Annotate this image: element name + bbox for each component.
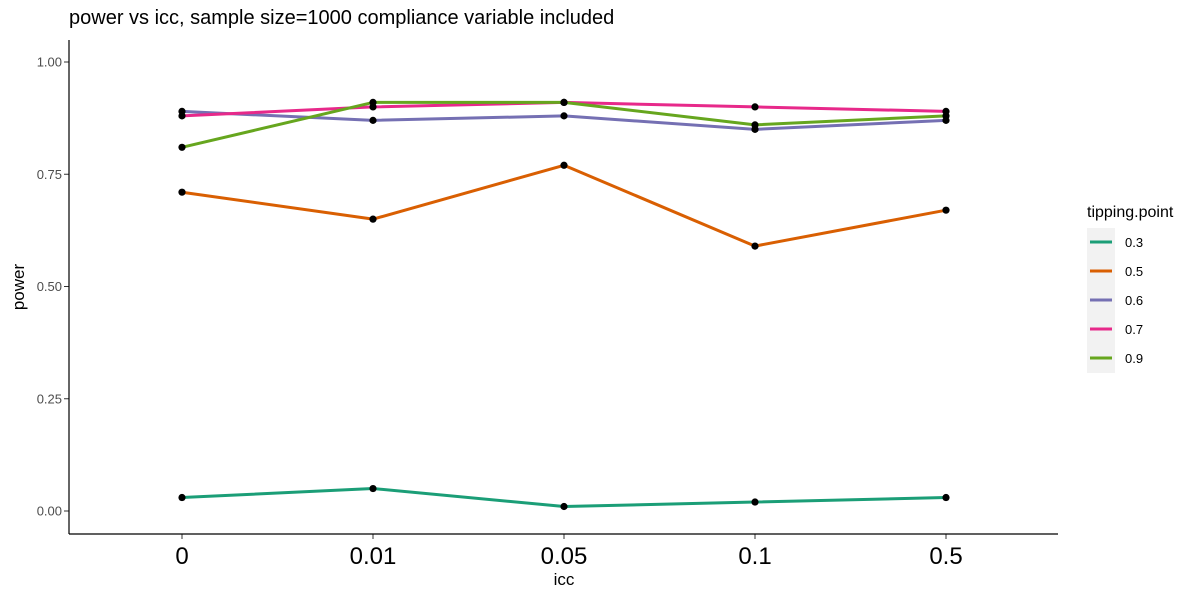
x-tick-label: 0.5 [929,543,962,570]
y-tick-label: 0.00 [37,504,62,519]
series-points [178,98,950,511]
data-point [178,493,186,502]
series-line-0.5 [181,163,947,248]
legend-label: 0.3 [1125,235,1143,250]
x-tick-label: 0.05 [541,543,588,570]
data-point [178,188,186,196]
data-point [369,116,377,124]
legend-label: 0.5 [1125,264,1143,279]
data-point [178,112,186,120]
y-axis-title: power [9,264,28,311]
legend-label: 0.7 [1125,322,1143,337]
data-point [942,493,950,502]
data-point [560,161,568,169]
x-tick-label: 0.01 [350,543,397,570]
data-point [369,215,377,223]
data-point [751,103,759,111]
data-point [178,143,186,151]
legend-title: tipping.point [1087,204,1174,221]
data-point [751,498,759,506]
legend: tipping.point 0.3 0.5 0.6 0.7 0.9 [1087,204,1174,373]
chart-title: power vs icc, sample size=1000 complianc… [69,7,614,29]
x-tick-label: 0.1 [738,543,771,570]
y-tick-label: 1.00 [37,55,62,70]
y-axis-ticks: 0.00 0.25 0.50 0.75 1.00 [37,55,69,519]
data-point [751,121,759,129]
data-point [560,502,568,511]
data-point [942,112,950,120]
legend-label: 0.6 [1125,293,1143,308]
data-point [560,112,568,120]
y-tick-label: 0.75 [37,167,62,182]
data-point [942,206,950,214]
y-tick-label: 0.25 [37,391,62,406]
data-point [751,242,759,250]
x-axis-ticks: 0 0.01 0.05 0.1 0.5 [175,534,963,570]
x-axis-title: icc [554,570,575,589]
legend-label: 0.9 [1125,351,1143,366]
legend-items: 0.3 0.5 0.6 0.7 0.9 [1087,228,1143,373]
data-point [560,98,568,107]
y-tick-label: 0.50 [37,279,62,294]
x-tick-label: 0 [175,543,188,570]
data-point [369,98,377,107]
data-point [369,484,377,493]
